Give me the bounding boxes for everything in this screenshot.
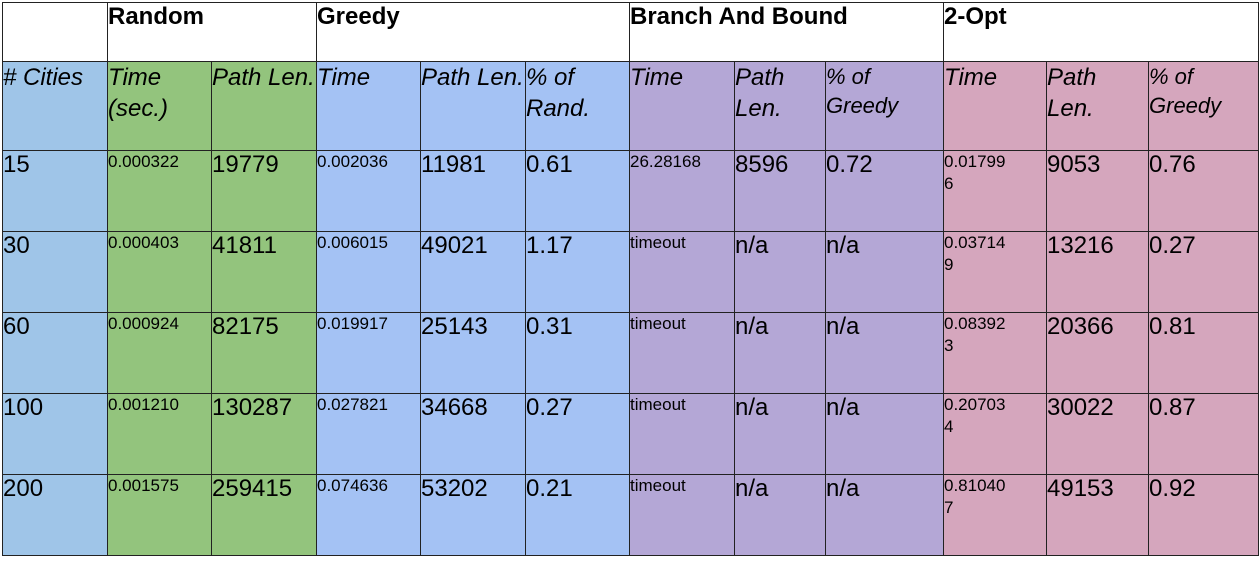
cell-bb-len: n/a	[734, 231, 826, 313]
cell-greedy-len: 34668	[420, 393, 526, 475]
cell-opt-len: 20366	[1046, 312, 1149, 394]
col-header-opt-time: Time	[943, 61, 1047, 151]
col-header-greedy-time: Time	[316, 61, 421, 151]
cell-bb-pct: 0.72	[825, 150, 944, 232]
cell-rand-time: 0.001575	[107, 474, 212, 556]
cell-greedy-time: 0.074636	[316, 474, 421, 556]
col-header-opt-path-len: Path Len.	[1046, 61, 1149, 151]
cell-rand-time: 0.000322	[107, 150, 212, 232]
cell-greedy-len: 53202	[420, 474, 526, 556]
cell-greedy-time: 0.019917	[316, 312, 421, 394]
cell-value: 0.207034	[944, 395, 1006, 436]
cell-opt-time: 0.037149	[943, 231, 1047, 313]
cell-greedy-pct: 0.31	[525, 312, 630, 394]
cell-value: 0.083923	[944, 314, 1006, 355]
cell-cities: 100	[2, 393, 108, 475]
table-body: 15 0.000322 19779 0.002036 11981 0.61 26.28168…	[2, 150, 1260, 556]
col-header-random-path-len: Path Len.	[211, 61, 317, 151]
cell-value: 0.037149	[944, 233, 1006, 274]
table-row: 100 0.001210 130287 0.027821 34668 0.27 timeou…	[2, 393, 1260, 475]
col-header-greedy-pct: % of Rand.	[525, 61, 630, 151]
col-header-bb-time: Time	[629, 61, 735, 151]
cell-bb-len: 8596	[734, 150, 826, 232]
cell-opt-pct: 0.92	[1147, 474, 1260, 556]
cell-greedy-pct: 0.21	[525, 474, 630, 556]
cell-bb-pct: n/a	[825, 312, 944, 394]
cell-opt-len: 30022	[1046, 393, 1149, 475]
cell-opt-pct: 0.76	[1147, 150, 1260, 232]
cell-bb-time: timeout	[629, 474, 735, 556]
cell-cities: 200	[2, 474, 108, 556]
cell-greedy-pct: 0.27	[525, 393, 630, 475]
cell-greedy-time: 0.006015	[316, 231, 421, 313]
cell-bb-pct: n/a	[825, 474, 944, 556]
cell-greedy-pct: 0.61	[525, 150, 630, 232]
cell-greedy-time: 0.027821	[316, 393, 421, 475]
cell-opt-time: 0.207034	[943, 393, 1047, 475]
cell-value: 0.810407	[944, 476, 1006, 517]
table-row: 60 0.000924 82175 0.019917 25143 0.31 timeout n…	[2, 312, 1260, 394]
cell-bb-len: n/a	[734, 312, 826, 394]
cell-bb-pct: n/a	[825, 393, 944, 475]
cell-opt-time: 0.083923	[943, 312, 1047, 394]
col-header-cities: # Cities	[2, 61, 108, 151]
col-header-random-time: Time (sec.)	[107, 61, 212, 151]
col-header-bb-pct: % of Greedy	[825, 61, 944, 151]
cell-opt-pct: 0.87	[1147, 393, 1260, 475]
cell-rand-time: 0.001210	[107, 393, 212, 475]
cell-rand-len: 41811	[211, 231, 317, 313]
cell-bb-time: timeout	[629, 312, 735, 394]
group-header-2-opt: 2-Opt	[942, 2, 1260, 62]
cell-bb-time: 26.28168	[629, 150, 735, 232]
cell-greedy-pct: 1.17	[525, 231, 630, 313]
column-header-row: # Cities Time (sec.) Path Len. Time Path…	[2, 61, 1260, 151]
cell-bb-len: n/a	[734, 393, 826, 475]
col-header-bb-path-len: Path Len.	[734, 61, 826, 151]
cell-opt-len: 49153	[1046, 474, 1149, 556]
cell-bb-len: n/a	[734, 474, 826, 556]
cell-opt-time: 0.810407	[943, 474, 1047, 556]
cell-opt-len: 13216	[1046, 231, 1149, 313]
cell-rand-len: 82175	[211, 312, 317, 394]
cell-greedy-time: 0.002036	[316, 150, 421, 232]
cell-opt-len: 9053	[1046, 150, 1149, 232]
col-header-greedy-path-len: Path Len.	[420, 61, 526, 151]
table-row: 200 0.001575 259415 0.074636 53202 0.21 timeou…	[2, 474, 1260, 556]
cell-opt-pct: 0.27	[1147, 231, 1260, 313]
cell-greedy-len: 49021	[420, 231, 526, 313]
cell-opt-pct: 0.81	[1147, 312, 1260, 394]
group-header-branch-and-bound: Branch And Bound	[629, 2, 944, 62]
cell-value: 0.017996	[944, 152, 1006, 193]
cell-greedy-len: 11981	[420, 150, 526, 232]
cell-cities: 60	[2, 312, 108, 394]
cell-rand-time: 0.000403	[107, 231, 212, 313]
table-row: 15 0.000322 19779 0.002036 11981 0.61 26.28168…	[2, 150, 1260, 232]
cell-opt-time: 0.017996	[943, 150, 1047, 232]
group-header-greedy: Greedy	[316, 2, 630, 62]
cell-rand-time: 0.000924	[107, 312, 212, 394]
table-row: 30 0.000403 41811 0.006015 49021 1.17 timeout n…	[2, 231, 1260, 313]
cell-bb-time: timeout	[629, 393, 735, 475]
cell-greedy-len: 25143	[420, 312, 526, 394]
group-header-blank	[2, 2, 108, 62]
results-table: Random Greedy Branch And Bound 2-Opt # C…	[2, 2, 1260, 556]
cell-cities: 15	[2, 150, 108, 232]
group-header-row: Random Greedy Branch And Bound 2-Opt	[2, 2, 1260, 62]
cell-rand-len: 259415	[211, 474, 317, 556]
cell-rand-len: 19779	[211, 150, 317, 232]
cell-bb-time: timeout	[629, 231, 735, 313]
col-header-opt-pct: % of Greedy	[1147, 61, 1260, 151]
cell-rand-len: 130287	[211, 393, 317, 475]
group-header-random: Random	[107, 2, 317, 62]
cell-cities: 30	[2, 231, 108, 313]
cell-bb-pct: n/a	[825, 231, 944, 313]
